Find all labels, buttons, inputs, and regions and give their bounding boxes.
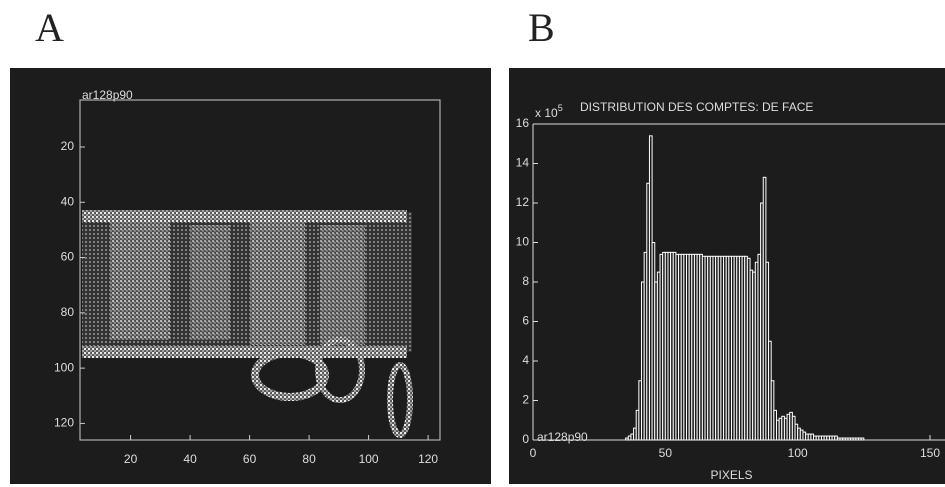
panel-letter: B [528,5,555,50]
y-unit-base: x 10 [535,106,558,120]
image-label: ar128p90 [537,430,588,444]
y-tick-label: 14 [516,156,530,170]
y-tick-label: 10 [516,235,530,249]
y-tick-label: 100 [54,360,74,374]
y-tick-label: 16 [516,116,530,130]
x-tick-label: 20 [124,452,138,466]
image-frame [79,99,441,441]
x-tick-label: 150 [920,446,940,460]
x-tick-label: 80 [302,452,316,466]
image-label: ar128p90 [82,88,133,102]
y-tick-label: 60 [61,250,75,264]
y-tick-label: 80 [61,305,75,319]
y-tick-label: 40 [61,194,75,208]
panel-letter: A [35,5,64,50]
x-tick-label: 60 [243,452,257,466]
chart-title: DISTRIBUTION DES COMPTES: DE FACE [580,100,813,114]
y-unit: x 105 [535,103,563,120]
x-tick-label: 50 [659,446,673,460]
x-tick-label: 0 [530,446,537,460]
y-tick-label: 20 [61,139,75,153]
x-tick-label: 100 [359,452,379,466]
y-tick-label: 4 [522,353,529,367]
y-tick-label: 6 [522,314,529,328]
y-tick-label: 2 [522,393,529,407]
y-tick-label: 12 [516,195,530,209]
x-tick-label: 120 [418,452,438,466]
y-tick-label: 120 [54,416,74,430]
y-tick-label: 8 [522,274,529,288]
y-unit-exponent: 5 [558,103,563,113]
y-tick-label: 0 [522,432,529,446]
phantom-image [82,210,413,438]
x-tick-label: 40 [183,452,197,466]
x-axis-label: PIXELS [710,468,752,482]
histogram-bar [860,437,865,441]
x-tick-label: 100 [788,446,808,460]
